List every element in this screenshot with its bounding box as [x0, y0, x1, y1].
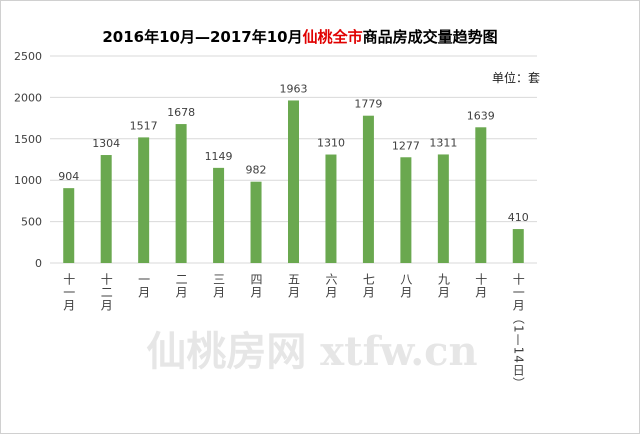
- bar: [475, 127, 487, 263]
- x-tick-label: 五月: [287, 273, 301, 299]
- x-tick-label: 九月: [436, 273, 450, 299]
- y-tick-label: 0: [35, 257, 42, 270]
- x-tick-label: 十月: [474, 273, 488, 299]
- value-label: 1304: [92, 137, 120, 150]
- value-label: 1310: [317, 137, 345, 150]
- x-tick-label: 三月: [212, 273, 226, 299]
- x-tick-label: 一月: [137, 273, 151, 299]
- x-tick-label: 十一月: [62, 273, 76, 312]
- x-tick-label: 二月: [174, 273, 188, 299]
- x-tick-label: 七月: [361, 273, 375, 299]
- y-tick-label: 1500: [14, 133, 42, 146]
- value-label: 1517: [130, 119, 158, 132]
- bar: [213, 167, 225, 263]
- y-tick-label: 500: [21, 216, 42, 229]
- value-label: 1678: [167, 106, 195, 119]
- title-segment: 仙桃全市: [303, 28, 363, 46]
- bar: [362, 115, 374, 264]
- y-tick-label: 1000: [14, 174, 42, 187]
- value-label: 1149: [205, 150, 233, 163]
- x-tick-label: 十二月: [99, 273, 113, 312]
- bar: [288, 100, 299, 264]
- unit-label: 单位：套: [492, 70, 540, 85]
- chart-title: 2016年10月—2017年10月仙桃全市商品房成交量趋势图: [102, 28, 497, 46]
- x-tick-label: 六月: [324, 273, 338, 299]
- bar: [250, 181, 262, 263]
- bar: [175, 124, 187, 263]
- bar: [400, 157, 412, 263]
- value-label: 410: [508, 211, 529, 224]
- title-segment: 2016年10月—2017年10月: [102, 28, 302, 46]
- bar: [437, 154, 449, 263]
- x-tick-label: 四月: [249, 273, 263, 299]
- value-label: 1779: [354, 98, 382, 111]
- value-label: 1639: [467, 109, 495, 122]
- value-label: 904: [58, 170, 79, 183]
- y-tick-label: 2000: [14, 91, 42, 104]
- watermark: 仙桃房网 xtfw.cn: [146, 328, 477, 375]
- value-label: 982: [246, 164, 267, 177]
- x-tick-label: 八月: [399, 273, 413, 299]
- bar: [100, 155, 112, 263]
- bar: [512, 229, 524, 263]
- value-label: 1277: [392, 139, 420, 152]
- value-label: 1963: [280, 82, 308, 95]
- bar: [325, 154, 337, 263]
- y-tick-label: 2500: [14, 50, 42, 63]
- bar: [63, 188, 75, 263]
- title-segment: 商品房成交量趋势图: [363, 28, 498, 46]
- bar: [138, 137, 150, 263]
- x-tick-label: 十一月（1—14日）: [511, 273, 525, 390]
- value-label: 1311: [429, 136, 457, 149]
